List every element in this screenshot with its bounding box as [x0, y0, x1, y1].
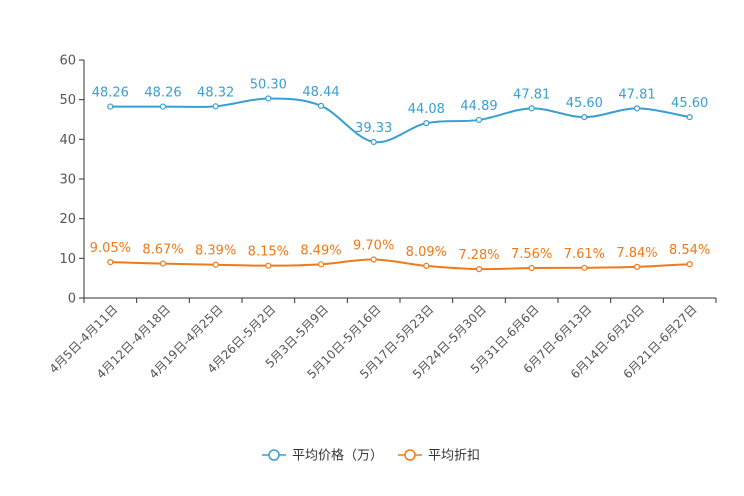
data-label: 45.60	[671, 96, 708, 111]
data-label: 8.49%	[300, 243, 341, 258]
series-2: 9.05% 8.67% 8.39% 8.15% 8.49% 9.70% 8.09% 7.28%…	[90, 239, 710, 273]
data-label: 48.26	[92, 86, 129, 101]
legend: 平均价格（万） 平均折扣	[262, 448, 480, 464]
data-point	[159, 260, 167, 267]
data-point	[265, 262, 272, 269]
data-point	[475, 116, 483, 124]
data-point	[423, 120, 430, 127]
legend-circle-icon	[404, 449, 416, 461]
data-label: 8.15%	[248, 245, 289, 260]
legend-item-1: 平均价格（万）	[262, 448, 383, 464]
data-label: 8.39%	[195, 244, 236, 259]
data-point	[265, 95, 272, 102]
legend-circle-icon	[268, 449, 280, 461]
data-label: 7.28%	[458, 248, 499, 263]
data-label: 7.56%	[511, 247, 552, 262]
data-point	[686, 261, 693, 268]
y-tick-label: 30	[59, 173, 76, 188]
data-label: 7.84%	[616, 246, 657, 261]
data-point	[528, 105, 535, 112]
data-label: 44.08	[408, 102, 445, 117]
y-tick-label: 0	[68, 292, 76, 307]
y-tick-label: 20	[59, 212, 76, 227]
data-point	[633, 105, 641, 112]
data-point	[475, 266, 483, 273]
data-label: 7.61%	[564, 247, 605, 262]
data-point	[212, 261, 219, 268]
series-1: 48.26 48.26 48.32 50.30 48.44 39.33 44.08 44.89…	[92, 77, 708, 146]
data-label: 8.67%	[142, 243, 183, 258]
data-label: 9.05%	[90, 241, 131, 256]
axes: 01020304050604月5日-4月11日4月12日-4月18日4月19日-…	[47, 54, 717, 382]
data-point	[686, 114, 693, 121]
legend-label: 平均折扣	[428, 449, 480, 464]
data-label: 45.60	[566, 96, 603, 111]
data-label: 50.30	[250, 77, 287, 92]
data-label: 8.54%	[669, 243, 710, 258]
data-label: 48.32	[197, 85, 234, 100]
data-point	[107, 103, 114, 110]
data-label: 44.89	[460, 99, 497, 114]
data-label: 9.70%	[353, 239, 394, 254]
data-point	[528, 264, 535, 272]
legend-label: 平均价格（万）	[292, 448, 383, 464]
y-tick-label: 10	[59, 252, 76, 267]
data-point	[159, 103, 167, 110]
legend-item-2: 平均折扣	[398, 449, 480, 464]
data-point	[581, 114, 588, 121]
data-label: 47.81	[513, 87, 550, 102]
data-point	[581, 264, 588, 271]
data-point	[317, 261, 325, 268]
data-label: 39.33	[355, 121, 392, 136]
y-tick-label: 60	[59, 54, 76, 69]
data-label: 8.09%	[406, 245, 447, 260]
data-point	[633, 263, 641, 271]
data-label: 48.44	[302, 85, 339, 100]
data-point	[212, 103, 219, 110]
y-tick-label: 40	[59, 133, 76, 148]
series-line	[110, 258, 690, 271]
data-point	[317, 102, 325, 109]
data-point	[107, 259, 114, 266]
data-label: 48.26	[144, 86, 181, 101]
series-line	[110, 97, 690, 144]
data-label: 47.81	[618, 87, 655, 102]
data-point	[370, 138, 377, 146]
data-point	[370, 256, 377, 263]
series-layer: 48.26 48.26 48.32 50.30 48.44 39.33 44.08 44.89…	[90, 77, 710, 273]
y-tick-label: 50	[59, 93, 76, 108]
data-point	[423, 262, 430, 270]
